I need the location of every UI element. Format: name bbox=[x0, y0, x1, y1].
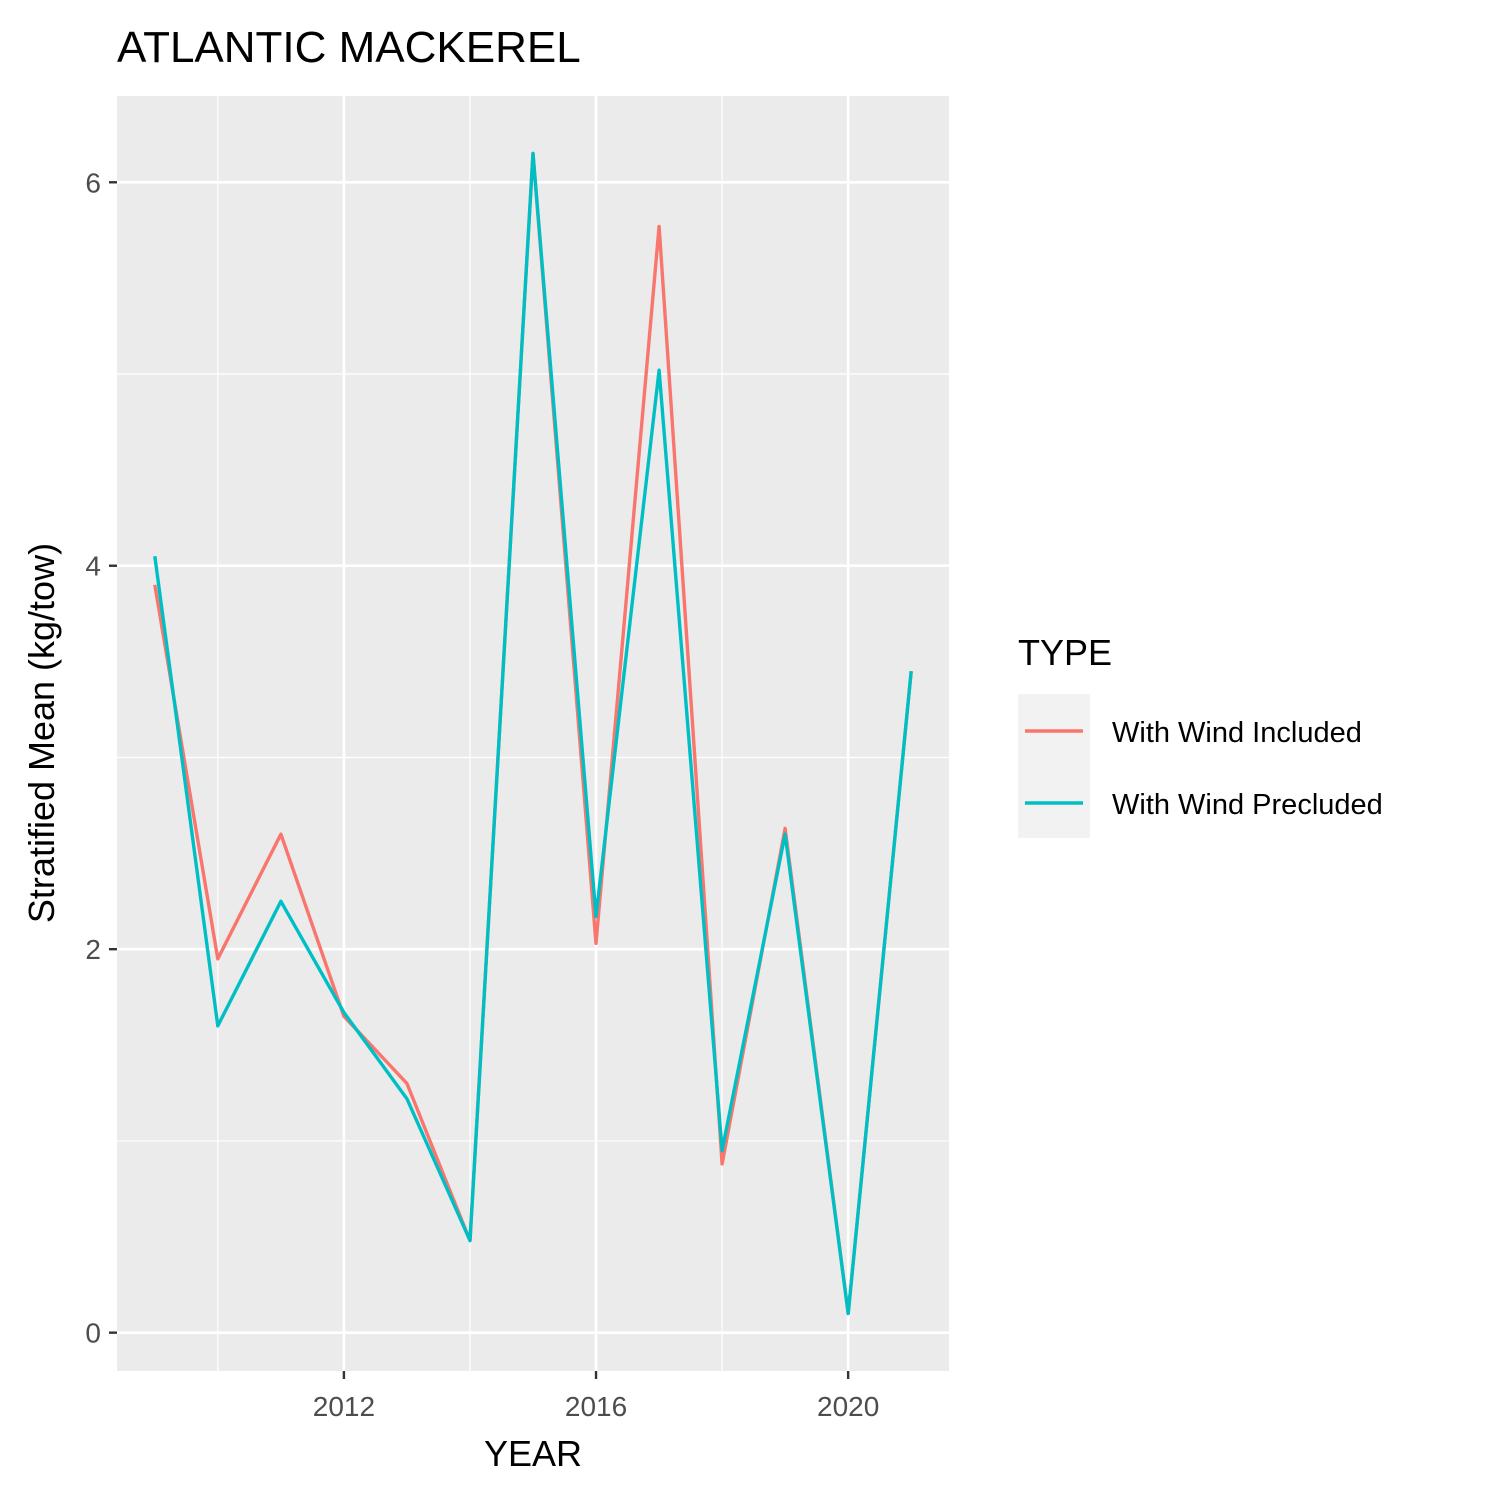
legend-title: TYPE bbox=[1018, 632, 1112, 673]
series-layer bbox=[153, 151, 913, 1316]
x-tick-label: 2012 bbox=[313, 1391, 375, 1422]
x-tick-label: 2016 bbox=[565, 1391, 627, 1422]
legend-key-background bbox=[1018, 694, 1090, 838]
legend: TYPE With Wind Included With Wind Preclud… bbox=[1018, 632, 1383, 838]
series-line-with-wind-precluded bbox=[153, 151, 913, 1316]
y-axis-title: Stratified Mean (kg/tow) bbox=[21, 543, 62, 923]
y-tick-label: 0 bbox=[85, 1318, 101, 1349]
x-axis-title: YEAR bbox=[484, 1433, 582, 1474]
y-tick-label: 6 bbox=[85, 167, 101, 198]
legend-items: With Wind Included With Wind Precluded bbox=[1025, 717, 1383, 821]
legend-label: With Wind Included bbox=[1112, 717, 1362, 749]
y-tick-label: 2 bbox=[85, 934, 101, 965]
plot-panel bbox=[117, 96, 949, 1371]
legend-label: With Wind Precluded bbox=[1112, 789, 1383, 821]
chart-title: ATLANTIC MACKEREL bbox=[117, 23, 581, 72]
grid-minor bbox=[117, 96, 949, 1371]
y-tick-label: 4 bbox=[85, 551, 101, 582]
axis-ticks: 2012 2016 2020 0 2 4 6 bbox=[85, 167, 879, 1422]
x-tick-label: 2020 bbox=[817, 1391, 879, 1422]
